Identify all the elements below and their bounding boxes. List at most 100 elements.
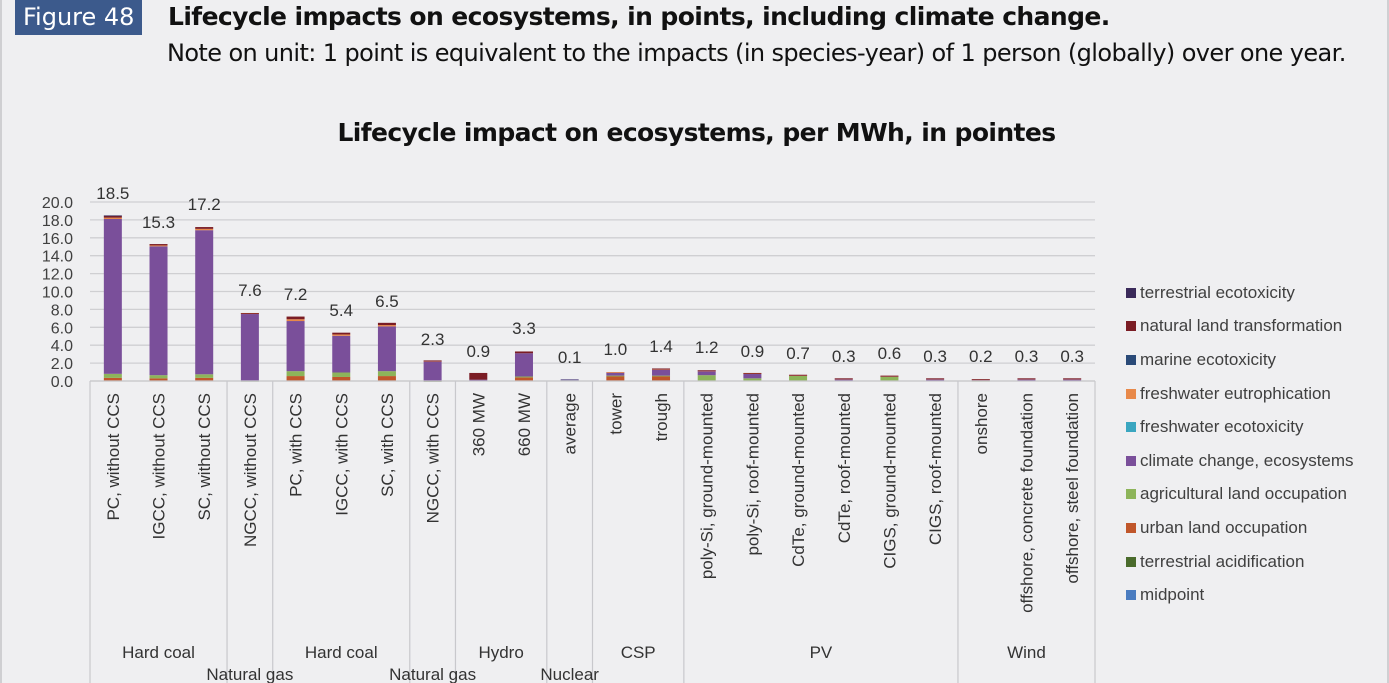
bar-segment — [377, 326, 396, 372]
total-value-label: 5.4 — [329, 301, 353, 320]
total-value-label: 7.2 — [284, 285, 308, 304]
x-category-label: IGCC, with CCS — [332, 393, 351, 516]
figure-title: Lifecycle impacts on ecosystems, in poin… — [168, 2, 1110, 31]
y-tick-label: 12.0 — [42, 267, 73, 284]
x-group-label: Hard coal — [122, 643, 195, 662]
bar-segment — [103, 377, 122, 381]
bar-segment — [789, 375, 808, 381]
bar-segment — [652, 369, 671, 376]
bar-segment — [652, 376, 671, 381]
figure-number-badge: Figure 48 — [15, 0, 143, 35]
bar-segment — [195, 230, 214, 375]
legend-swatch-icon — [1126, 388, 1136, 399]
x-category-label: CdTe, roof-mounted — [835, 393, 854, 543]
x-category-label: NGCC, without CCS — [241, 393, 260, 547]
bar-stack — [697, 370, 716, 382]
bar-segment — [606, 372, 625, 376]
bar-segment — [697, 375, 716, 381]
total-value-label: 7.6 — [238, 281, 262, 300]
total-value-label: 18.5 — [96, 184, 129, 203]
bar-segment — [1063, 378, 1082, 381]
bar-stack — [332, 332, 351, 382]
bar-segment — [926, 378, 945, 380]
bar-segment — [377, 371, 396, 377]
legend-swatch-icon — [1126, 455, 1136, 466]
x-group-label: Nuclear — [540, 665, 599, 683]
total-value-label: 0.1 — [558, 348, 582, 367]
bar-stack — [195, 227, 214, 382]
legend-label: terrestrial acidification — [1140, 551, 1305, 571]
total-value-label: 1.4 — [649, 337, 673, 356]
x-category-label: CdTe, ground-mounted — [789, 393, 808, 567]
total-value-label: 0.3 — [1015, 347, 1039, 366]
total-value-label: 0.9 — [741, 342, 765, 361]
bar-segment — [332, 334, 351, 336]
legend-item: terrestrial ecotoxicity — [1126, 276, 1354, 310]
bar-segment — [377, 376, 396, 381]
legend-item: climate change, ecosystems — [1126, 444, 1354, 478]
x-category-label: SC, without CCS — [195, 393, 214, 521]
bar-stack — [606, 372, 625, 381]
bar-segment — [149, 246, 168, 376]
bar-segment — [606, 372, 625, 373]
bar-segment — [423, 360, 442, 362]
x-group-label: Wind — [1007, 643, 1046, 662]
bar-segment — [469, 379, 488, 381]
bar-segment — [332, 376, 351, 381]
x-category-label: onshore — [972, 393, 991, 454]
x-category-label: PC, with CCS — [287, 393, 306, 497]
legend-item: agricultural land occupation — [1126, 478, 1354, 512]
total-value-label: 0.3 — [1060, 347, 1084, 366]
bar-stack — [469, 372, 488, 382]
legend-item: freshwater ecotoxicity — [1126, 410, 1354, 444]
bar-stack — [240, 312, 259, 382]
legend-swatch-icon — [1126, 522, 1136, 533]
x-group-label: CSP — [621, 643, 656, 662]
legend-label: marine ecotoxicity — [1140, 349, 1277, 369]
legend-swatch-icon — [1126, 287, 1136, 298]
y-tick-label: 4.0 — [51, 338, 73, 355]
legend-item: marine ecotoxicity — [1126, 343, 1354, 377]
legend-item: freshwater eutrophication — [1126, 377, 1354, 411]
bar-stack — [423, 360, 442, 382]
legend-label: freshwater eutrophication — [1140, 383, 1331, 403]
bar-segment — [149, 245, 168, 247]
bar-segment — [743, 372, 762, 374]
legend-swatch-icon — [1126, 556, 1136, 567]
bar-segment — [332, 335, 351, 373]
bar-stack — [149, 244, 168, 382]
bar-segment — [103, 215, 122, 218]
bar-segment — [103, 215, 122, 217]
y-tick-label: 2.0 — [51, 356, 73, 373]
y-tick-label: 0.0 — [51, 374, 73, 391]
x-category-label: average — [561, 393, 580, 454]
legend-label: freshwater ecotoxicity — [1140, 417, 1304, 437]
total-value-label: 0.6 — [878, 344, 902, 363]
x-category-label: CIGS, ground-mounted — [880, 393, 899, 569]
bar-segment — [195, 228, 214, 231]
total-value-label: 0.9 — [466, 342, 490, 361]
bar-segment — [514, 353, 533, 377]
x-category-label: offshore, concrete foundation — [1017, 393, 1036, 613]
x-category-label: 660 MW — [515, 393, 534, 456]
bar-segment — [423, 360, 442, 381]
legend-label: terrestrial ecotoxicity — [1140, 282, 1295, 302]
legend-item: natural land transformation — [1126, 310, 1354, 344]
bar-segment — [286, 316, 305, 320]
bar-segment — [149, 375, 168, 379]
x-category-label: tower — [606, 393, 625, 435]
legend-item: urban land occupation — [1126, 511, 1354, 545]
bar-segment — [926, 378, 945, 381]
bar-segment — [240, 312, 259, 314]
total-value-label: 3.3 — [512, 319, 536, 338]
bar-segment — [697, 370, 716, 372]
y-tick-label: 14.0 — [42, 249, 73, 266]
x-group-label: PV — [810, 643, 833, 662]
bar-segment — [606, 375, 625, 377]
bar-segment — [834, 378, 853, 381]
legend-label: midpoint — [1140, 585, 1205, 605]
bar-segment — [149, 244, 168, 246]
legend-label: climate change, ecosystems — [1140, 450, 1354, 470]
bar-segment — [240, 313, 259, 381]
total-value-label: 0.2 — [969, 347, 993, 366]
